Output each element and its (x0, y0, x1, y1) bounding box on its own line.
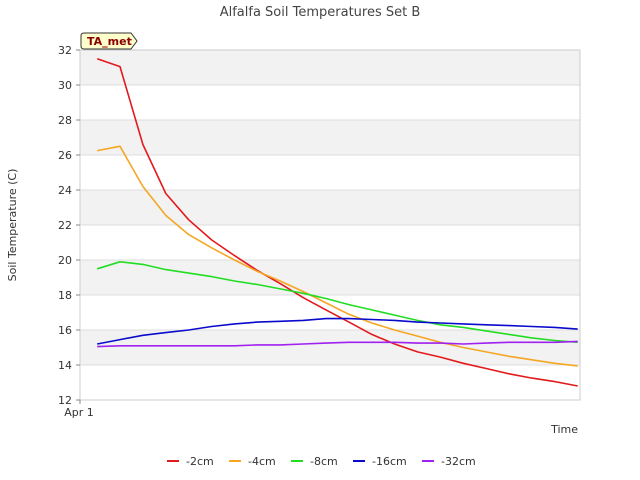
plot-band (80, 365, 580, 400)
series-line-minus-4cm (97, 145, 578, 367)
plot-band (80, 225, 580, 260)
y-tick-label: 28 (58, 114, 72, 127)
series-line-minus-32cm (97, 340, 578, 348)
series-lines (96, 58, 578, 387)
x-tick-label: Apr 1 (64, 406, 94, 419)
y-tick-label: 32 (58, 44, 72, 57)
y-tick-label: 26 (58, 149, 72, 162)
legend-label: -32cm (441, 455, 476, 468)
plot-background (80, 50, 580, 400)
series-line-minus-8cm (96, 260, 578, 344)
y-axis-ticks: 12 14 16 18 20 22 24 26 28 30 32 (58, 44, 80, 407)
legend: -2cm -4cm -8cm -16cm -32cm (167, 455, 476, 468)
badge-shape (80, 32, 138, 50)
y-tick-label: 22 (58, 219, 72, 232)
series-line-minus-16cm (97, 317, 578, 345)
plot-band (80, 190, 580, 225)
badge-label: TA_met (87, 35, 132, 48)
legend-label: -16cm (372, 455, 407, 468)
y-tick-label: 20 (58, 254, 72, 267)
plot-band (80, 50, 580, 85)
legend-label: -8cm (310, 455, 338, 468)
plot-band (80, 120, 580, 155)
chart-title: Alfalfa Soil Temperatures Set B (220, 5, 421, 20)
legend-label: -2cm (186, 455, 214, 468)
series-line-minus-2cm (96, 58, 578, 387)
y-tick-label: 18 (58, 289, 72, 302)
legend-label: -4cm (248, 455, 276, 468)
ta-met-badge: TA_met (80, 32, 138, 50)
plot-band (80, 330, 580, 365)
x-axis-ticks: Apr 1 (64, 400, 94, 419)
y-tick-label: 14 (58, 359, 72, 372)
plot-band (80, 260, 580, 295)
y-tick-label: 24 (58, 184, 72, 197)
y-tick-label: 12 (58, 394, 72, 407)
y-axis-title: Soil Temperature (C) (6, 169, 19, 282)
plot-band (80, 155, 580, 190)
x-axis-title: Time (550, 423, 578, 436)
plot-band (80, 85, 580, 120)
y-tick-label: 16 (58, 324, 72, 337)
y-tick-label: 30 (58, 79, 72, 92)
